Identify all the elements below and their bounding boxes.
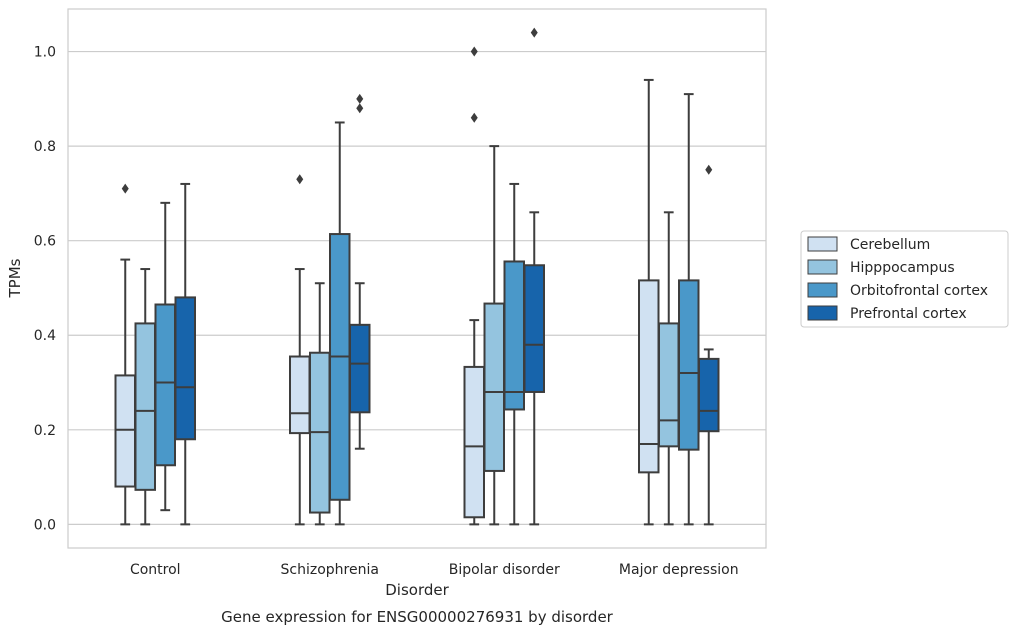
legend-swatch xyxy=(807,282,838,298)
box xyxy=(698,164,720,526)
legend-item: Cerebellum xyxy=(807,236,930,253)
box-iqr xyxy=(503,260,525,411)
box-iqr xyxy=(523,264,545,393)
box-iqr xyxy=(154,303,176,467)
y-axis-ticks: 0.0 0.2 0.4 0.6 0.8 1.0 xyxy=(34,45,56,534)
box xyxy=(463,46,485,526)
legend-label: Prefrontal cortex xyxy=(850,306,967,322)
box-series xyxy=(114,27,720,526)
box-iqr xyxy=(698,357,720,433)
box-iqr xyxy=(349,323,371,414)
box xyxy=(523,27,545,526)
box-iqr xyxy=(114,374,136,488)
box xyxy=(154,201,176,512)
x-tick-label: Bipolar disorder xyxy=(449,562,560,578)
y-tick-label: 0.0 xyxy=(34,517,56,533)
box xyxy=(658,211,680,526)
y-tick-label: 0.8 xyxy=(34,139,56,155)
box-iqr xyxy=(174,296,196,441)
box xyxy=(329,121,351,526)
box xyxy=(174,182,196,526)
box-iqr xyxy=(329,233,351,501)
outlier-point xyxy=(705,164,713,175)
legend-item: Hipppocampus xyxy=(807,259,955,276)
x-tick-label: Control xyxy=(130,562,181,578)
box-iqr xyxy=(678,279,700,451)
chart-caption: Gene expression for ENSG00000276931 by d… xyxy=(221,608,614,626)
legend-label: Cerebellum xyxy=(850,237,930,253)
outlier-point xyxy=(121,183,129,194)
series-orbitofrontal-cortex xyxy=(154,93,700,526)
box xyxy=(134,268,156,526)
legend: Cerebellum Hipppocampus Orbitofrontal cort… xyxy=(800,230,1009,328)
outlier-point xyxy=(356,93,364,104)
x-axis-label: Disorder xyxy=(385,581,449,599)
legend-label: Hipppocampus xyxy=(850,260,955,276)
outlier-point xyxy=(530,27,538,38)
series-hipppocampus xyxy=(134,145,680,526)
box-iqr xyxy=(463,365,485,519)
box xyxy=(483,145,505,526)
legend-swatch xyxy=(807,259,838,275)
legend-swatch xyxy=(807,236,838,252)
y-tick-label: 0.2 xyxy=(34,423,56,439)
outlier-point xyxy=(470,112,478,123)
box-iqr xyxy=(289,355,311,435)
legend-swatch xyxy=(807,305,838,321)
box xyxy=(638,78,660,526)
legend-label: Orbitofrontal cortex xyxy=(850,283,988,299)
box-iqr xyxy=(658,322,680,448)
legend-item: Orbitofrontal cortex xyxy=(807,282,988,299)
box xyxy=(503,182,525,526)
box-iqr xyxy=(134,322,156,491)
series-cerebellum xyxy=(114,46,660,526)
outlier-point xyxy=(470,46,478,57)
y-tick-label: 0.6 xyxy=(34,234,56,250)
y-tick-label: 1.0 xyxy=(34,45,56,61)
x-tick-label: Major depression xyxy=(619,562,739,578)
legend-frame xyxy=(800,230,1009,328)
box xyxy=(309,282,331,526)
box xyxy=(114,183,136,526)
y-axis-label: TPMs xyxy=(6,258,24,298)
outlier-point xyxy=(356,103,364,114)
plot-area xyxy=(67,8,767,549)
x-tick-label: Schizophrenia xyxy=(281,562,379,578)
box xyxy=(289,174,311,526)
series-prefrontal-cortex xyxy=(174,27,720,526)
outlier-point xyxy=(296,174,304,185)
box xyxy=(349,93,371,450)
legend-item: Prefrontal cortex xyxy=(807,305,967,322)
x-axis-ticks: Control Schizophrenia Bipolar disorder Majo… xyxy=(130,562,739,578)
box xyxy=(678,93,700,526)
y-tick-label: 0.4 xyxy=(34,328,56,344)
box-iqr xyxy=(483,302,505,472)
